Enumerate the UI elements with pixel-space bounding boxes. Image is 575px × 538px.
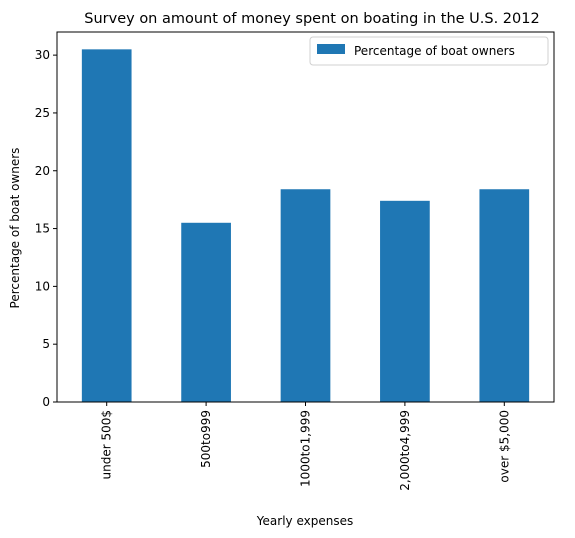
- legend-swatch: [317, 44, 345, 54]
- x-tick-label: under 500$: [100, 410, 114, 480]
- y-tick-label: 15: [35, 222, 50, 236]
- y-tick-label: 20: [35, 164, 50, 178]
- plot-area: 0 5 10 15 20 25 30 under 500$ 500to999 1000to1,99…: [35, 31, 555, 491]
- x-tick-label: over $5,000: [497, 410, 511, 483]
- y-tick-label: 25: [35, 106, 50, 120]
- bar: [181, 222, 231, 402]
- legend-label: Percentage of boat owners: [354, 44, 515, 58]
- bar: [81, 49, 132, 402]
- legend: Percentage of boat owners: [309, 36, 549, 66]
- x-axis-label: Yearly expenses: [256, 514, 353, 528]
- y-tick-label: 30: [35, 48, 50, 62]
- x-tick-label: 1000to1,999: [299, 410, 313, 487]
- bar: [479, 189, 530, 402]
- legend-box: [309, 36, 549, 66]
- y-tick-label: 10: [35, 279, 50, 293]
- y-tick-label: 0: [42, 395, 50, 409]
- chart-title: Survey on amount of money spent on boati…: [84, 11, 539, 27]
- bar: [280, 189, 331, 402]
- y-axis-label: Percentage of boat owners: [8, 148, 22, 309]
- y-tick-label: 5: [42, 337, 50, 351]
- bar: [380, 200, 430, 402]
- x-tick-label: 500to999: [199, 410, 213, 468]
- x-tick-label: 2,000to4,999: [398, 410, 412, 491]
